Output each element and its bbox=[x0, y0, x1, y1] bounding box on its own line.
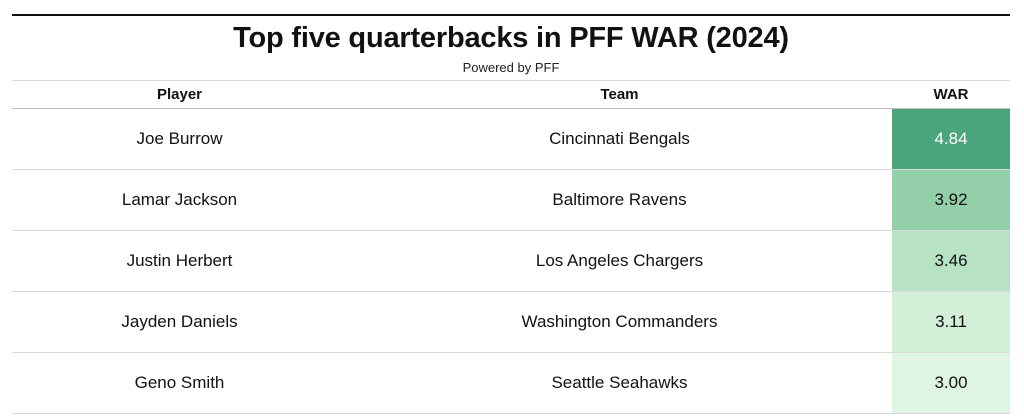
cell-player: Lamar Jackson bbox=[121, 190, 238, 209]
cell-war: 4.84 bbox=[892, 109, 1010, 169]
cell-team: Baltimore Ravens bbox=[552, 190, 687, 209]
cell-player: Geno Smith bbox=[134, 373, 225, 392]
header-top-rule bbox=[12, 80, 1010, 81]
cell-player: Jayden Daniels bbox=[121, 312, 238, 331]
header-bottom-rule bbox=[12, 108, 1010, 109]
cell-team: Washington Commanders bbox=[521, 312, 718, 331]
header-war: WAR bbox=[933, 86, 969, 103]
table-row: Justin Herbert Los Angeles Chargers 3.46 bbox=[12, 231, 1010, 292]
cell-team: Cincinnati Bengals bbox=[549, 129, 690, 148]
cell-war: 3.92 bbox=[892, 170, 1010, 230]
cell-war: 3.00 bbox=[892, 353, 1010, 413]
cell-player: Joe Burrow bbox=[136, 129, 223, 148]
cell-team: Seattle Seahawks bbox=[551, 373, 688, 392]
cell-team: Los Angeles Chargers bbox=[535, 251, 704, 270]
header-team: Team bbox=[600, 86, 639, 103]
cell-war: 3.11 bbox=[892, 292, 1010, 352]
table-row: Lamar Jackson Baltimore Ravens 3.92 bbox=[12, 170, 1010, 231]
table-row: Jayden Daniels Washington Commanders 3.11 bbox=[12, 292, 1010, 353]
table-figure: Top five quarterbacks in PFF WAR (2024) … bbox=[12, 14, 1010, 414]
chart-title: Top five quarterbacks in PFF WAR (2024) bbox=[233, 22, 789, 54]
cell-war: 3.46 bbox=[892, 231, 1010, 291]
header-player: Player bbox=[156, 86, 203, 103]
cell-player: Justin Herbert bbox=[126, 251, 233, 270]
table-row: Geno Smith Seattle Seahawks 3.00 bbox=[12, 353, 1010, 414]
table-row: Joe Burrow Cincinnati Bengals 4.84 bbox=[12, 109, 1010, 170]
top-rule bbox=[12, 14, 1010, 16]
table-header: Player Team WAR bbox=[12, 81, 1010, 108]
chart-subtitle: Powered by PFF bbox=[462, 60, 560, 75]
